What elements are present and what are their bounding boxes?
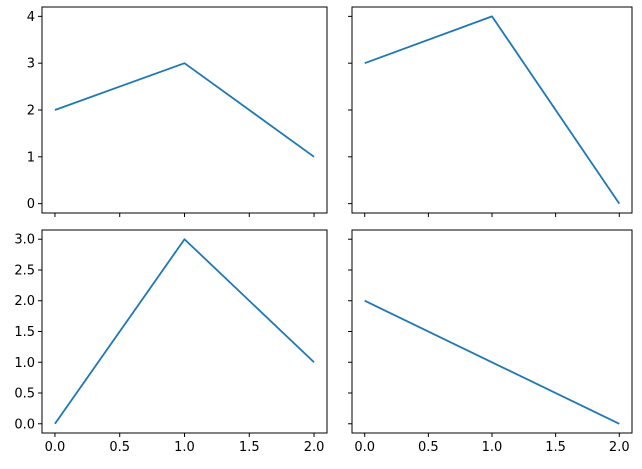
svg-text:2: 2 [27,104,35,119]
svg-text:0: 0 [27,197,35,212]
svg-text:2.0: 2.0 [304,440,325,455]
svg-text:3: 3 [27,57,35,72]
svg-text:1.0: 1.0 [482,440,503,455]
svg-text:4: 4 [27,10,35,25]
svg-text:1.0: 1.0 [14,356,35,371]
svg-text:1.5: 1.5 [239,440,260,455]
svg-text:1.5: 1.5 [14,325,35,340]
svg-text:0.5: 0.5 [418,440,439,455]
svg-text:0.5: 0.5 [109,440,130,455]
svg-text:1.5: 1.5 [545,440,566,455]
svg-text:0.5: 0.5 [14,387,35,402]
svg-text:2.0: 2.0 [14,294,35,309]
svg-text:0.0: 0.0 [354,440,375,455]
svg-text:3.0: 3.0 [14,233,35,248]
svg-text:2.0: 2.0 [609,440,630,455]
svg-text:0.0: 0.0 [14,417,35,432]
svg-text:0.0: 0.0 [45,440,66,455]
svg-text:2.5: 2.5 [14,263,35,278]
svg-text:1: 1 [27,150,35,165]
svg-text:1.0: 1.0 [174,440,195,455]
